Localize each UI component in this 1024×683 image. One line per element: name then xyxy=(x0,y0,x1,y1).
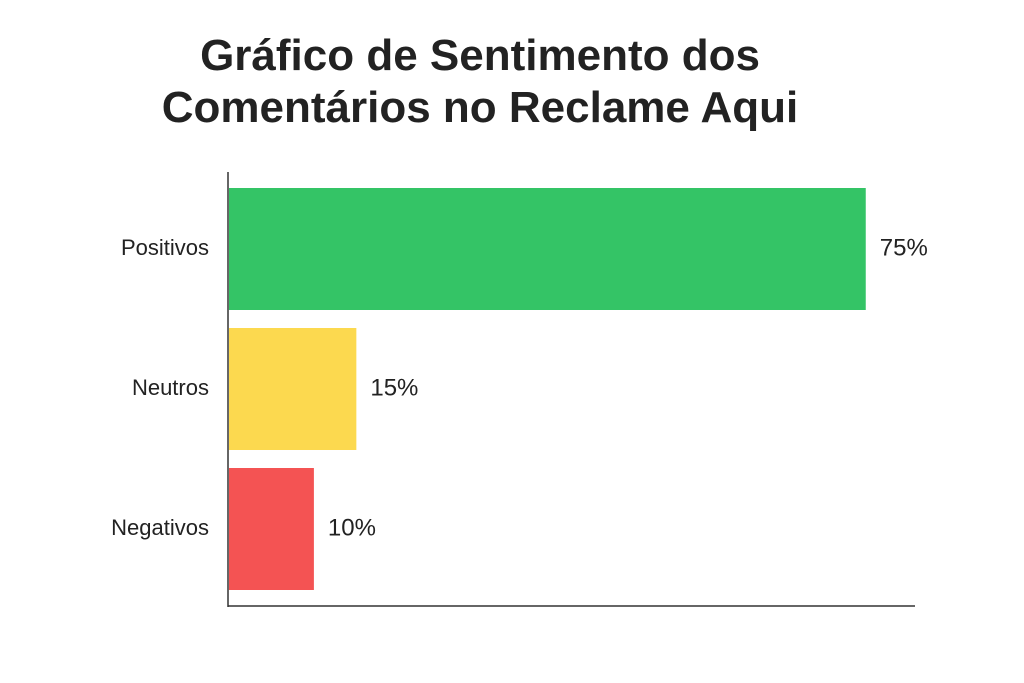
value-label-negativos: 10% xyxy=(328,514,376,541)
category-label-neutros: Neutros xyxy=(132,375,209,400)
category-label-negativos: Negativos xyxy=(111,515,209,540)
chart-title-line-2: Comentários no Reclame Aqui xyxy=(161,83,799,132)
category-label-positivos: Positivos xyxy=(121,235,209,260)
chart-title-line-1: Gráfico de Sentimento dos xyxy=(200,31,760,80)
value-label-positivos: 75% xyxy=(880,234,928,261)
chart-title: Gráfico de Sentimento dos Comentários no… xyxy=(0,30,960,134)
value-label-neutros: 15% xyxy=(370,374,418,401)
bar-negativos xyxy=(229,468,314,590)
bar-neutros xyxy=(229,328,357,450)
bar-positivos xyxy=(229,188,866,310)
